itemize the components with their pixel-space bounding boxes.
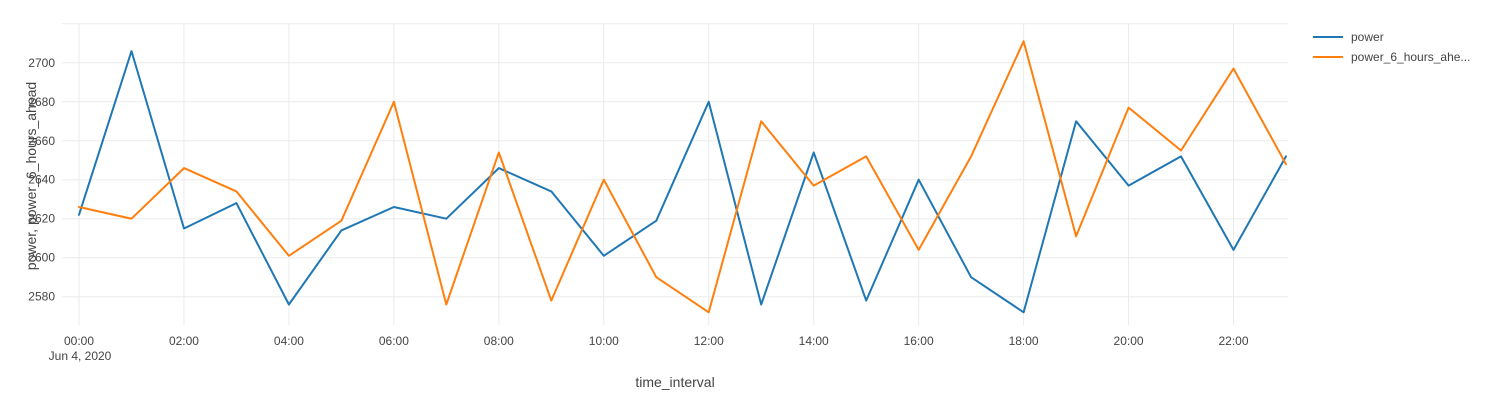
x-tick-label: 20:00 (1114, 334, 1144, 348)
x-tick-label: 14:00 (799, 334, 829, 348)
legend-line-swatch-power-6-hours-ahead (1313, 56, 1343, 58)
series-line-power_6_hours_ahead[interactable] (78, 40, 1287, 314)
y-tick-label: 2700 (28, 56, 55, 70)
x-tick-label: 08:00 (484, 334, 514, 348)
x-tick-label: 10:00 (589, 334, 619, 348)
x-tick-label: 04:00 (274, 334, 304, 348)
y-axis-title: power, power_6_hours_ahead (23, 81, 39, 271)
x-tick-label: 18:00 (1009, 334, 1039, 348)
legend: power power_6_hours_ahe... (1313, 29, 1470, 65)
legend-line-swatch-power (1313, 36, 1343, 38)
x-axis-date-label: Jun 4, 2020 (48, 349, 112, 363)
series-line-power[interactable] (78, 50, 1287, 314)
legend-label-power-6-hours-ahead: power_6_hours_ahe... (1351, 50, 1471, 64)
x-tick-label: 22:00 (1219, 334, 1249, 348)
x-tick-label: 00:00 (64, 334, 94, 348)
x-tick-label: 02:00 (169, 334, 199, 348)
x-tick-label: 12:00 (694, 334, 724, 348)
y-tick-label: 2660 (28, 134, 55, 148)
legend-item-power-6-hours-ahead[interactable]: power_6_hours_ahe... (1313, 49, 1470, 65)
y-tick-label: 2600 (28, 251, 55, 265)
legend-label-power: power (1351, 30, 1384, 44)
y-tick-label: 2640 (28, 173, 55, 187)
x-tick-label: 16:00 (904, 334, 934, 348)
x-axis-title: time_interval (635, 374, 715, 390)
y-tick-label: 2620 (28, 212, 55, 226)
y-tick-label: 2680 (28, 95, 55, 109)
legend-item-power[interactable]: power (1313, 29, 1470, 45)
y-tick-label: 2580 (28, 290, 55, 304)
x-tick-label: 06:00 (379, 334, 409, 348)
